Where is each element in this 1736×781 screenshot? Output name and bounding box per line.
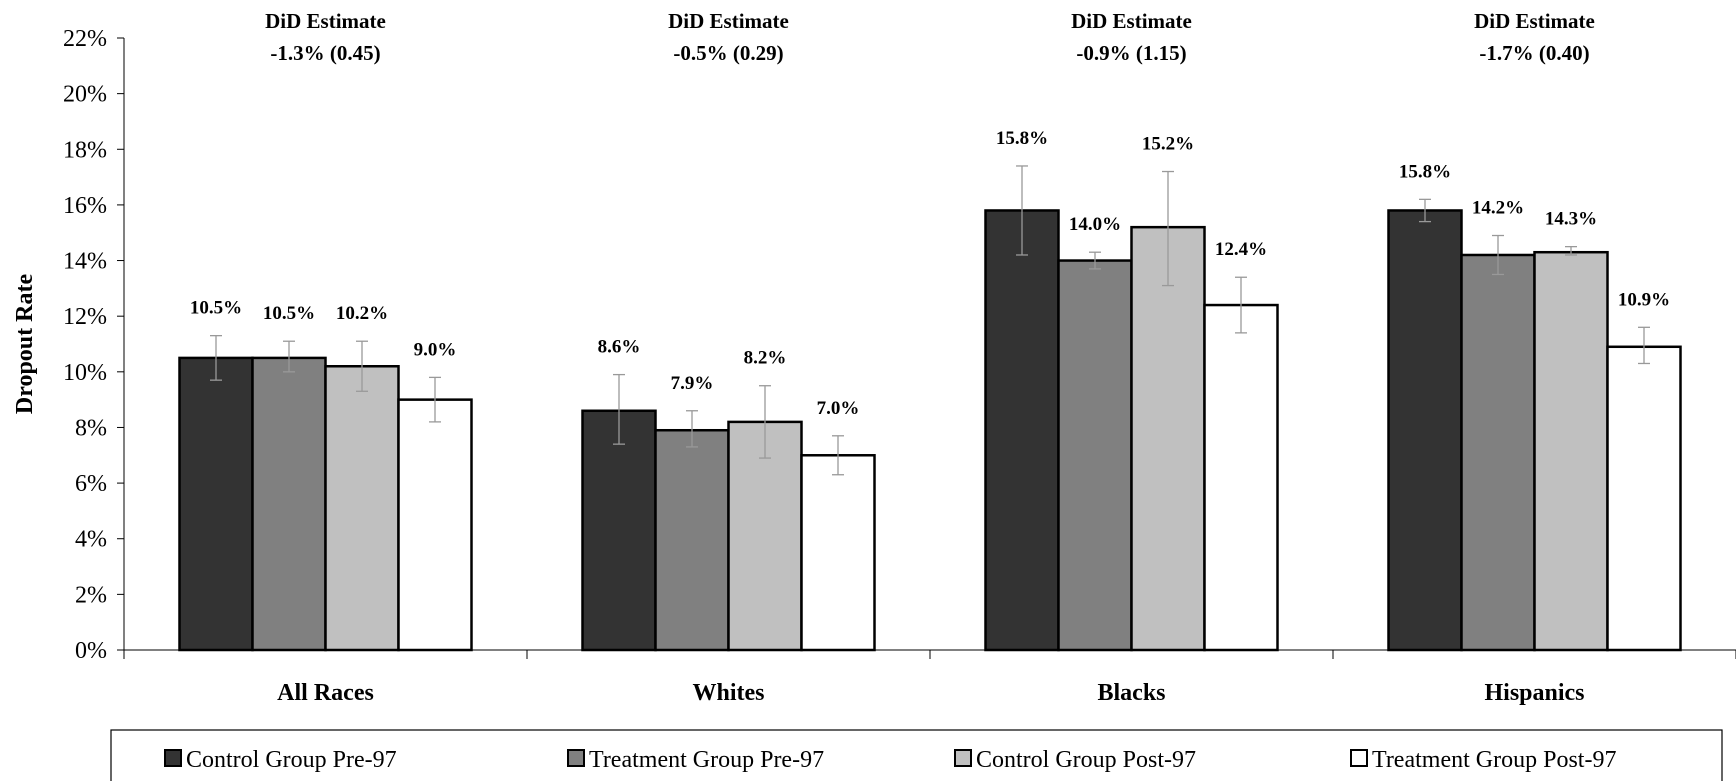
bar [581,409,657,652]
bar [1533,250,1609,652]
bar [1460,253,1536,652]
data-label: 10.5% [263,303,315,324]
bar [1606,345,1682,652]
bar [984,209,1060,652]
category-label: Blacks [1097,680,1165,706]
y-tick-label: 4% [75,527,107,553]
bar [727,420,803,652]
legend-label: Treatment Group Post-97 [1372,747,1616,773]
category-label: All Races [277,680,374,706]
y-tick-label: 20% [63,82,107,108]
did-estimate-title: DiD Estimate [1071,9,1192,33]
data-label: 14.0% [1069,214,1121,235]
category-label: Hispanics [1484,680,1584,706]
bar [178,356,254,652]
legend-swatch [567,749,585,767]
y-tick-label: 16% [63,193,107,219]
did-estimate-title: DiD Estimate [668,9,789,33]
did-estimate-value: -0.5% (0.29) [673,41,783,65]
data-label: 14.3% [1545,209,1597,230]
category-label: Whites [693,680,765,706]
legend-swatch [1350,749,1368,767]
legend-box [110,729,1723,781]
legend-label: Treatment Group Pre-97 [589,747,824,773]
did-estimate-value: -1.7% (0.40) [1479,41,1589,65]
y-tick-label: 14% [63,249,107,275]
legend-swatch [164,749,182,767]
y-axis-title: Dropout Rate [12,274,38,415]
legend-label: Control Group Post-97 [976,747,1196,773]
y-tick-label: 0% [75,638,107,664]
y-tick-label: 6% [75,471,107,497]
y-tick-label: 8% [75,415,107,441]
bar [800,454,876,652]
legend-swatch [954,749,972,767]
data-label: 15.8% [1399,161,1451,182]
data-label: 15.8% [996,128,1048,149]
bar [1203,303,1279,652]
did-estimate-title: DiD Estimate [265,9,386,33]
y-tick-label: 22% [63,26,107,52]
bar [251,356,327,652]
data-label: 10.5% [190,298,242,319]
y-tick-label: 2% [75,582,107,608]
data-label: 12.4% [1215,239,1267,260]
data-label: 8.2% [744,348,787,369]
did-estimate-title: DiD Estimate [1474,9,1595,33]
bar [1387,209,1463,652]
y-tick-label: 10% [63,360,107,386]
legend-label: Control Group Pre-97 [186,747,397,773]
data-label: 7.0% [817,398,860,419]
data-label: 10.9% [1618,289,1670,310]
data-label: 14.2% [1472,198,1524,219]
bar [324,365,400,652]
y-tick-label: 18% [63,137,107,163]
y-tick-label: 12% [63,304,107,330]
bar [1057,259,1133,652]
did-estimate-value: -1.3% (0.45) [270,41,380,65]
data-label: 15.2% [1142,134,1194,155]
bar [397,398,473,652]
bar [654,428,730,652]
bar [1130,225,1206,652]
data-label: 9.0% [414,339,457,360]
data-label: 10.2% [336,303,388,324]
did-estimate-value: -0.9% (1.15) [1076,41,1186,65]
data-label: 7.9% [671,373,714,394]
data-label: 8.6% [598,337,641,358]
